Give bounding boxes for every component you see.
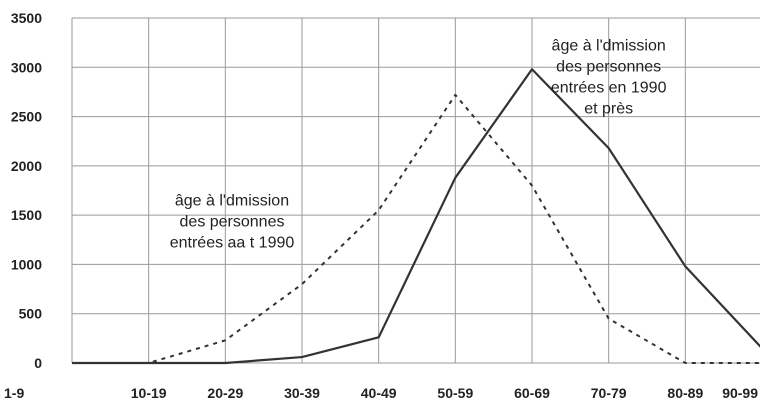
annotation-line: entrées en 1990 — [551, 80, 667, 97]
x-tick-label: 50-59 — [437, 385, 473, 401]
y-tick-label: 500 — [19, 306, 43, 322]
x-tick-label: 40-49 — [361, 385, 397, 401]
annotation-line: et près — [584, 101, 633, 118]
x-tick-label: 70-79 — [591, 385, 627, 401]
y-tick-label: 3500 — [11, 10, 42, 26]
x-tick-label: 90-99 — [722, 385, 758, 401]
annotation-line: des personnes — [556, 59, 661, 76]
x-tick-label: 60-69 — [514, 385, 550, 401]
annotations: âge à l'dmission des personnes entrées aa … — [170, 38, 667, 252]
series-group — [72, 68, 760, 365]
x-axis: 1-9 10-19 20-29 30-39 40-49 50-59 60-69 70-79 80… — [4, 385, 758, 401]
x-tick-label: 10-19 — [131, 385, 167, 401]
annotation-line: âge à l'dmission — [552, 38, 666, 55]
y-tick-label: 3000 — [11, 59, 42, 75]
annotation-line: des personnes — [180, 213, 285, 230]
annotation-line: âge à l'dmission — [175, 192, 289, 209]
x-tick-label: 80-89 — [667, 385, 703, 401]
series-line-from-1990 — [72, 68, 760, 365]
y-tick-label: 1500 — [11, 207, 42, 223]
x-tick-label: 1-9 — [4, 385, 24, 401]
x-tick-label: 30-39 — [284, 385, 320, 401]
y-tick-label: 2500 — [11, 109, 42, 125]
y-axis: 0 500 1000 1500 2000 2500 3000 3500 — [11, 10, 42, 371]
series-line-before-1990 — [72, 93, 760, 364]
y-tick-label: 0 — [34, 355, 42, 371]
grid — [71, 17, 760, 364]
y-tick-label: 1000 — [11, 256, 42, 272]
y-tick-label: 2000 — [11, 158, 42, 174]
x-tick-label: 20-29 — [207, 385, 243, 401]
annotation-line: entrées aa t 1990 — [170, 234, 295, 251]
